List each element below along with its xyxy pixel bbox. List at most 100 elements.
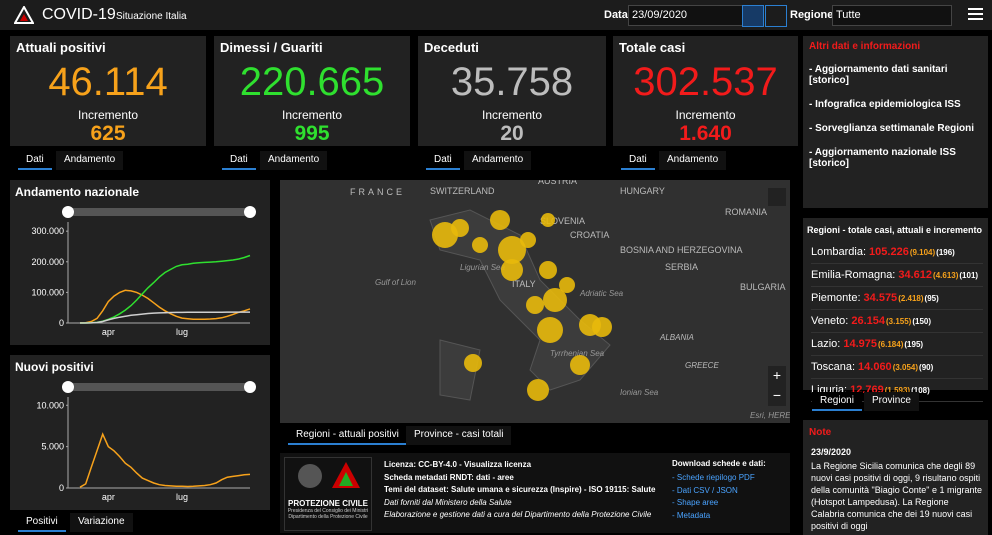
- logo-emblem: [298, 462, 360, 488]
- tab[interactable]: Regioni - attuali positivi: [288, 426, 407, 445]
- legend-button[interactable]: [768, 188, 786, 206]
- region-bubble[interactable]: [537, 317, 563, 343]
- kpi-card: Deceduti 35.758 Incremento 20: [418, 36, 606, 146]
- footer-line: Dati forniti dal Ministero della Salute: [384, 497, 512, 507]
- zoom-in[interactable]: +: [773, 367, 781, 383]
- info-link[interactable]: - Infografica epidemiologica ISS: [809, 99, 961, 110]
- info-link[interactable]: - Sorveglianza settimanale Regioni: [809, 123, 975, 134]
- download-link[interactable]: - Metadata: [672, 510, 711, 520]
- kpi-increment: 20: [500, 122, 524, 145]
- region-bubble[interactable]: [520, 232, 536, 248]
- map-label: Adriatic Sea: [579, 289, 624, 298]
- subtitle: Situazione Italia: [116, 11, 187, 22]
- region-bubble[interactable]: [490, 210, 510, 230]
- map-label: ITALY: [512, 279, 536, 289]
- tab[interactable]: Dati: [621, 151, 655, 170]
- region-cell: Emilia-Romagna:: [811, 269, 896, 281]
- kpi-card: Attuali positivi 46.114 Incremento 625: [10, 36, 206, 146]
- info-panel: Altri dati e informazioni - Aggiornament…: [803, 36, 988, 208]
- tab[interactable]: Andamento: [260, 151, 328, 170]
- map-label: Tyrrhenian Sea: [550, 349, 605, 358]
- download-link[interactable]: - Dati CSV / JSON: [672, 485, 738, 495]
- x-tick-label: apr: [102, 327, 115, 337]
- info-link[interactable]: - Aggiornamento dati sanitari [storico]: [809, 64, 948, 86]
- date-label: Data: [604, 9, 628, 21]
- tab[interactable]: Positivi: [18, 513, 66, 532]
- region-bubble[interactable]: [539, 261, 557, 279]
- zoom-out[interactable]: −: [773, 387, 781, 403]
- map-label: SWITZERLAND: [430, 186, 495, 196]
- note-text: La Regione Sicilia comunica che degli 89…: [811, 461, 982, 531]
- tab[interactable]: Province - casi totali: [406, 426, 512, 445]
- slider-handle[interactable]: [244, 381, 256, 393]
- region-cell: (9.104): [909, 248, 936, 257]
- slider-handle[interactable]: [244, 206, 256, 218]
- time-button[interactable]: [765, 5, 787, 27]
- region-cell: 105.226: [869, 246, 909, 258]
- regions-panel: Regioni - totale casi, attuali e increme…: [803, 218, 988, 402]
- download-link[interactable]: - Shape aree: [672, 498, 719, 507]
- map-label: BOSNIA AND HERZEGOVINA: [620, 245, 743, 255]
- tab[interactable]: Dati: [426, 151, 460, 170]
- map-label: Ligurian Sea: [460, 263, 505, 272]
- region-cell: (95): [924, 294, 939, 303]
- tab[interactable]: Andamento: [56, 151, 124, 170]
- region-label: Regione: [790, 9, 834, 21]
- tab[interactable]: Province: [864, 392, 919, 411]
- region-cell: 34.612: [898, 269, 933, 281]
- region-bubble[interactable]: [541, 213, 555, 227]
- tab[interactable]: Andamento: [464, 151, 532, 170]
- region-cell: (196): [936, 248, 955, 257]
- region-bubble[interactable]: [570, 355, 590, 375]
- region-bubble[interactable]: [464, 354, 482, 372]
- footer-line: Temi del dataset: Salute umana e sicurez…: [384, 485, 656, 494]
- region-bubble[interactable]: [527, 379, 549, 401]
- y-tick-label: 5.000: [41, 442, 64, 452]
- x-tick-label: apr: [102, 492, 115, 502]
- map-label: Gulf of Lion: [375, 278, 416, 287]
- region-cell: (101): [959, 271, 979, 280]
- region-bubble[interactable]: [559, 277, 575, 293]
- region-cell: 14.060: [858, 361, 892, 373]
- map-label: GREECE: [685, 361, 719, 370]
- region-bubble[interactable]: [501, 259, 523, 281]
- region-cell: (150): [912, 317, 932, 326]
- map: + − FRANCE SWITZERLAND AUSTRIA HUNGARY ROMAN…: [280, 176, 791, 423]
- footer-line: Elaborazione e gestione dati a cura del …: [384, 510, 652, 519]
- calendar-button[interactable]: [742, 5, 764, 27]
- kpi-increment-label: Incremento: [77, 108, 139, 122]
- slider-handle[interactable]: [62, 206, 74, 218]
- region-cell: Piemonte:: [811, 292, 861, 304]
- region-bubble[interactable]: [592, 317, 612, 337]
- tab[interactable]: Dati: [18, 151, 52, 170]
- map-label: ROMANIA: [725, 207, 767, 217]
- region-select[interactable]: Tutte: [832, 5, 952, 26]
- region-bubble[interactable]: [472, 237, 488, 253]
- tab[interactable]: Variazione: [70, 513, 133, 532]
- tab[interactable]: Andamento: [659, 151, 727, 170]
- logo-box: PROTEZIONE CIVILE Presidenza del Consigl…: [284, 457, 372, 531]
- slider-handle[interactable]: [62, 381, 74, 393]
- chart-title: Andamento nazionale: [15, 185, 139, 199]
- download-link[interactable]: - Schede riepilogo PDF: [672, 473, 755, 482]
- line-series: [80, 311, 250, 324]
- region-bubble[interactable]: [526, 296, 544, 314]
- region-cell: (1.593): [884, 386, 911, 395]
- y-tick-label: 300.000: [31, 226, 64, 236]
- region-row: Emilia-Romagna: 34.612(4.613)(101): [811, 264, 983, 287]
- footer-line: Scheda metadati RNDT: dati - aree: [384, 472, 514, 482]
- kpi-title: Attuali positivi: [16, 40, 106, 55]
- region-bubble[interactable]: [498, 236, 526, 264]
- zoom-buttons[interactable]: [768, 366, 786, 406]
- region-bubble[interactable]: [543, 288, 567, 312]
- tab[interactable]: Dati: [222, 151, 256, 170]
- region-bubble[interactable]: [451, 219, 469, 237]
- y-tick-label: 100.000: [31, 287, 64, 297]
- kpi-value: 35.758: [450, 60, 574, 104]
- menu-button[interactable]: [968, 8, 983, 10]
- footer-line: Licenza: CC-BY-4.0 - Visualizza licenza: [384, 460, 532, 469]
- region-cell: (90): [919, 363, 934, 372]
- tab[interactable]: Regioni: [812, 392, 862, 411]
- date-input[interactable]: 23/09/2020: [628, 5, 743, 26]
- info-link[interactable]: - Aggiornamento nazionale ISS [storico]: [809, 147, 956, 169]
